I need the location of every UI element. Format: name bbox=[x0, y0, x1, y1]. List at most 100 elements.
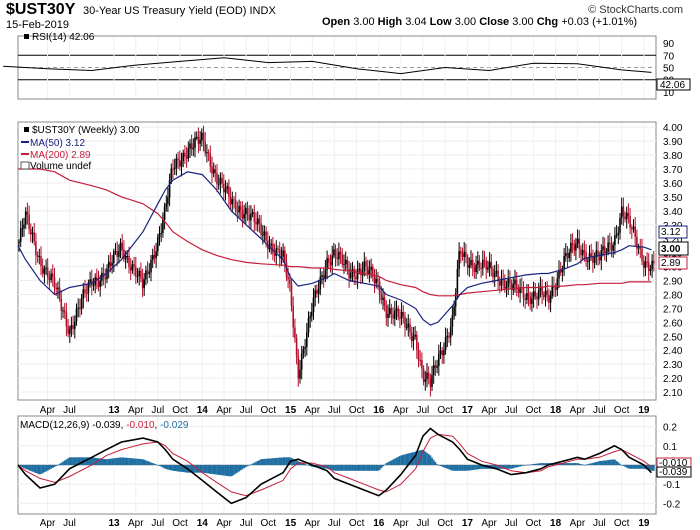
price-bar-body bbox=[304, 347, 306, 349]
price-bar-body bbox=[69, 329, 71, 334]
macd-histogram-bar bbox=[607, 460, 609, 465]
price-bar-body bbox=[507, 279, 509, 287]
macd-histogram-bar bbox=[459, 465, 462, 471]
price-bar-body bbox=[160, 233, 162, 234]
price-bar-body bbox=[189, 143, 191, 149]
price-bar-body bbox=[556, 278, 559, 290]
price-bar-body bbox=[465, 251, 467, 258]
price-x-tick-label: Jul bbox=[417, 405, 430, 416]
macd-histogram-bar bbox=[38, 465, 41, 475]
price-bar-body bbox=[610, 244, 613, 251]
close-value: 3.00 bbox=[512, 16, 534, 28]
macd-legend-text: MACD(12,26,9) -0.039, -0.010, -0.029 bbox=[20, 420, 189, 431]
macd-histogram-bar bbox=[349, 465, 352, 471]
price-bar-body bbox=[559, 270, 562, 273]
price-bar-body bbox=[262, 234, 264, 236]
macd-histogram-bar bbox=[344, 465, 347, 471]
price-tick-label: 2.60 bbox=[663, 318, 683, 329]
price-x-tick-label: Apr bbox=[40, 405, 56, 416]
volume-legend-swatch bbox=[20, 161, 30, 170]
price-bar-body bbox=[333, 249, 335, 256]
macd-histogram-bar bbox=[119, 457, 122, 465]
price-bar-body bbox=[641, 248, 643, 261]
macd-histogram-bar bbox=[466, 465, 469, 471]
macd-histogram-bar bbox=[536, 463, 538, 465]
price-bar-body bbox=[258, 218, 261, 224]
macd-histogram-bar bbox=[36, 465, 39, 474]
price-bar-body bbox=[478, 260, 481, 269]
macd-histogram-bar bbox=[273, 458, 276, 465]
price-tick-label: 3.60 bbox=[663, 179, 683, 190]
price-bar-body bbox=[309, 316, 311, 319]
macd-histogram-bar bbox=[377, 465, 379, 471]
price-bar-body bbox=[207, 152, 210, 154]
macd-histogram-bar bbox=[454, 465, 457, 471]
macd-histogram-bar bbox=[319, 465, 322, 468]
macd-histogram-bar bbox=[168, 465, 171, 470]
macd-histogram-bar bbox=[390, 460, 393, 465]
macd-histogram-bar bbox=[651, 465, 653, 471]
price-bar-body bbox=[285, 262, 288, 277]
macd-histogram-bar bbox=[246, 465, 249, 467]
price-bar-body bbox=[614, 235, 616, 246]
price-bar-body bbox=[135, 266, 137, 277]
stockcharts-logo[interactable]: © StockCharts.com bbox=[588, 4, 683, 16]
rsi-tick-label: 90 bbox=[663, 39, 675, 50]
macd-legend-hist: -0.029 bbox=[160, 420, 189, 431]
macd-histogram-bar bbox=[133, 458, 135, 465]
price-bar-body bbox=[278, 249, 281, 259]
price-bar-body bbox=[195, 136, 198, 138]
macd-histogram-bar bbox=[568, 463, 571, 465]
macd-x-tick-label: Apr bbox=[128, 518, 144, 529]
price-bar-body bbox=[565, 253, 567, 256]
price-bar-body bbox=[500, 278, 503, 286]
price-bar-body bbox=[289, 279, 291, 284]
rsi-legend: RSI(14) 42.06 bbox=[24, 32, 95, 43]
price-bar-body bbox=[443, 349, 445, 356]
macd-x-tick-label: Jul bbox=[505, 518, 518, 529]
price-bar-body bbox=[622, 206, 625, 217]
macd-histogram-bar bbox=[92, 457, 95, 465]
price-bar-body bbox=[504, 279, 506, 289]
price-bar-body bbox=[92, 285, 95, 287]
price-bar-body bbox=[387, 313, 389, 318]
price-bar-body bbox=[170, 168, 173, 180]
macd-histogram-bar bbox=[219, 465, 222, 476]
macd-histogram-bar bbox=[590, 463, 593, 465]
macd-histogram-bar bbox=[207, 465, 210, 474]
macd-histogram-bar bbox=[327, 465, 330, 470]
macd-histogram-bar bbox=[155, 464, 157, 465]
price-bar-body bbox=[75, 308, 78, 322]
macd-histogram-bar bbox=[228, 465, 230, 477]
price-bar-body bbox=[45, 267, 47, 269]
price-bar-body bbox=[576, 238, 579, 244]
macd-histogram-bar bbox=[405, 453, 408, 465]
price-bar-body bbox=[175, 158, 178, 168]
price-bar-body bbox=[471, 259, 474, 267]
macd-histogram-bar bbox=[629, 465, 631, 469]
price-bar-body bbox=[583, 250, 586, 252]
price-bar-body bbox=[43, 268, 46, 274]
price-bar-body bbox=[172, 168, 174, 170]
macd-x-tick-label: Oct bbox=[437, 518, 453, 529]
macd-histogram-bar bbox=[68, 457, 71, 465]
macd-histogram-bar bbox=[79, 457, 81, 465]
macd-x-tick-label: 13 bbox=[108, 518, 120, 529]
macd-histogram-bar bbox=[258, 460, 261, 465]
rsi-value-tag-text: 42.06 bbox=[660, 80, 685, 91]
macd-histogram-bar bbox=[519, 465, 521, 467]
price-tick-label: 2.80 bbox=[663, 291, 683, 302]
macd-histogram-bar bbox=[60, 462, 63, 465]
ma50-value-tag bbox=[658, 225, 688, 239]
price-bar-body bbox=[514, 279, 516, 285]
macd-histogram-bar bbox=[256, 461, 259, 465]
price-bar-body bbox=[223, 183, 225, 193]
price-x-tick-label: 19 bbox=[638, 405, 650, 416]
price-bar-body bbox=[322, 275, 325, 279]
price-bar-body bbox=[407, 323, 410, 328]
price-bar-body bbox=[111, 262, 113, 267]
macd-histogram-bar bbox=[35, 465, 37, 473]
price-bar-body bbox=[541, 286, 543, 296]
price-bar-body bbox=[168, 179, 171, 198]
price-bar-body bbox=[21, 228, 24, 230]
